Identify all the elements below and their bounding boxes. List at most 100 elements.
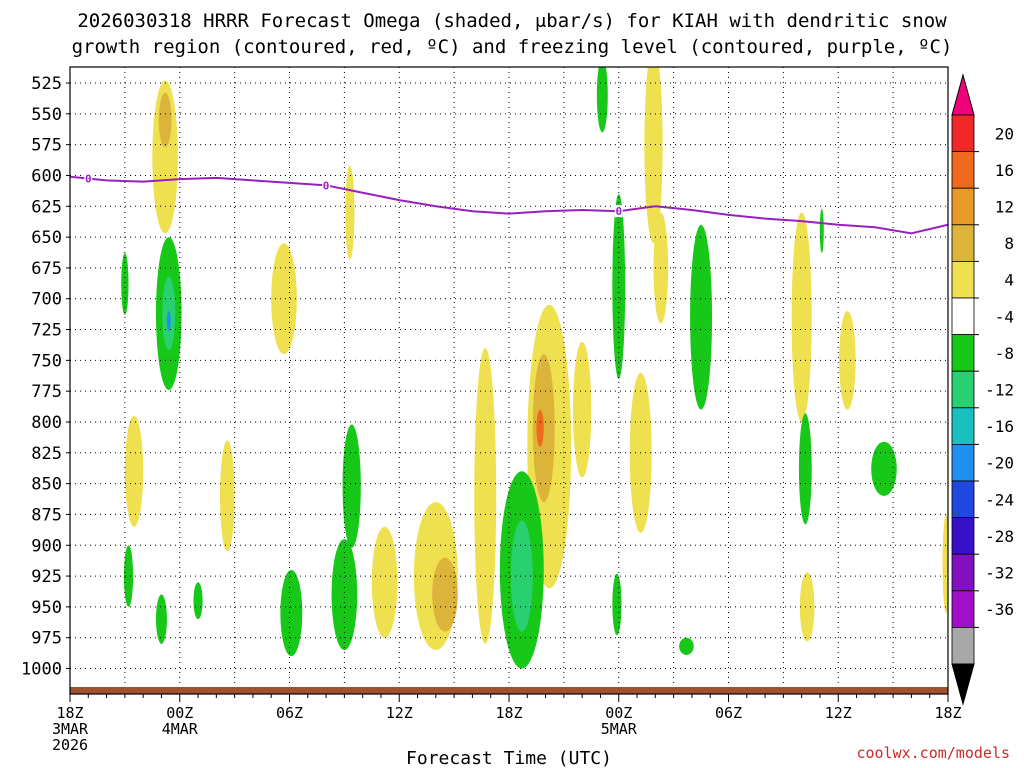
omega-region-dn4 xyxy=(280,569,303,657)
freezing-level-label: 0 xyxy=(615,205,622,218)
x-tick-label: 06Z xyxy=(276,704,303,722)
credit-text: coolwx.com/models xyxy=(856,744,1010,762)
colorbar-label: -12 xyxy=(985,381,1014,400)
gridlines xyxy=(70,67,948,687)
chart-title-line1: 2026030318 HRRR Forecast Omega (shaded, … xyxy=(77,10,947,32)
y-tick-label: 800 xyxy=(31,413,62,433)
x-tick-label: 5MAR xyxy=(601,720,638,738)
x-tick-label: 00Z xyxy=(166,704,193,722)
y-tick-label: 525 xyxy=(31,74,62,94)
y-tick-label: 625 xyxy=(31,197,62,217)
colorbar-label: -16 xyxy=(985,417,1014,436)
colorbar-swatch xyxy=(951,443,975,482)
y-tick-label: 650 xyxy=(31,228,62,248)
omega-region-dn4 xyxy=(123,545,134,607)
omega-region-up4 xyxy=(345,165,355,260)
colorbar-label: 16 xyxy=(995,161,1014,180)
y-tick-label: 825 xyxy=(31,444,62,464)
colorbar-label: -20 xyxy=(985,454,1014,473)
ground-strip xyxy=(70,687,948,694)
y-tick-label: 575 xyxy=(31,136,62,156)
colorbar-swatch xyxy=(951,260,975,299)
omega-region-dn4 xyxy=(871,441,897,496)
omega-region-up4 xyxy=(219,440,235,552)
y-tick-label: 775 xyxy=(31,382,62,402)
colorbar-label: 20 xyxy=(995,124,1014,143)
omega-shading xyxy=(121,67,948,669)
y-tick-label: 550 xyxy=(31,105,62,125)
colorbar-swatch xyxy=(951,553,975,592)
y-axis: 525 550 575 600 625 650 675 700 725 750 775 800 825 8… xyxy=(21,74,70,680)
y-tick-label: 925 xyxy=(31,567,62,587)
omega-region-dn4 xyxy=(342,424,361,548)
omega-region-dn4 xyxy=(121,253,129,315)
omega-region-dn4 xyxy=(155,594,167,644)
y-tick-label: 725 xyxy=(31,321,62,341)
freezing-level-label-bg xyxy=(84,172,93,185)
omega-region-dn4 xyxy=(331,539,358,651)
colorbar-label: -28 xyxy=(985,527,1014,546)
colorbar-swatch xyxy=(951,187,975,226)
x-tick-label: 4MAR xyxy=(162,720,199,738)
colorbar-swatch xyxy=(951,370,975,409)
colorbar-swatch xyxy=(951,224,975,262)
omega-region-up4 xyxy=(799,572,815,642)
omega-region-dn4 xyxy=(612,193,626,379)
omega-region-dn4 xyxy=(679,637,694,655)
omega-region-up4 xyxy=(573,341,592,478)
omega-region-up4 xyxy=(271,243,297,355)
freezing-level-line xyxy=(70,175,948,235)
colorbar-swatch xyxy=(951,151,975,189)
omega-region-dn4 xyxy=(193,582,203,620)
colorbar: 20 16 12 8 4 -4 -8 -12 -16 -20 -24 -28 -32 -36 xyxy=(951,73,1014,706)
colorbar-top-triangle xyxy=(951,73,975,116)
omega-region-dn4 xyxy=(798,413,812,525)
colorbar-label: 8 xyxy=(1004,234,1014,253)
y-tick-label: 1000 xyxy=(21,660,62,680)
omega-region-up12 xyxy=(536,409,544,447)
colorbar-swatch xyxy=(951,590,975,628)
colorbar-label: -32 xyxy=(985,564,1014,583)
y-tick-label: 700 xyxy=(31,290,62,310)
omega-region-up4 xyxy=(474,348,497,644)
omega-region-dn4 xyxy=(819,208,824,254)
x-tick-label: 00Z xyxy=(605,704,632,722)
omega-region-dn4 xyxy=(690,224,713,410)
x-tick-label: 3MAR xyxy=(52,720,89,738)
y-tick-label: 975 xyxy=(31,629,62,649)
y-tick-label: 675 xyxy=(31,259,62,279)
x-tick-label: 18Z xyxy=(56,704,83,722)
x-tick-label: 06Z xyxy=(715,704,742,722)
colorbar-swatch xyxy=(951,517,975,555)
colorbar-label: -24 xyxy=(985,490,1014,509)
colorbar-label: 12 xyxy=(995,198,1014,217)
omega-region-dn8 xyxy=(510,520,533,632)
omega-region-dn4 xyxy=(612,573,622,636)
colorbar-swatch xyxy=(951,627,975,665)
colorbar-label: 4 xyxy=(1004,271,1014,290)
omega-region-dn16 xyxy=(166,311,171,331)
x-tick-label: 12Z xyxy=(386,704,413,722)
x-tick-label: 18Z xyxy=(934,704,961,722)
colorbar-swatch xyxy=(951,334,975,372)
omega-region-dn4 xyxy=(596,67,608,133)
x-tick-label: 2026 xyxy=(52,736,88,754)
freezing-level-label: 0 xyxy=(85,173,92,186)
colorbar-label: -4 xyxy=(995,307,1014,326)
freezing-level-label-bg xyxy=(322,179,331,192)
x-axis-title: Forecast Time (UTC) xyxy=(406,748,612,768)
y-tick-label: 950 xyxy=(31,598,62,618)
omega-region-up8 xyxy=(432,557,458,632)
omega-region-up4 xyxy=(644,67,663,244)
y-tick-label: 600 xyxy=(31,166,62,186)
colorbar-bottom-triangle xyxy=(951,663,975,706)
omega-region-up4 xyxy=(839,311,856,410)
x-tick-label: 12Z xyxy=(825,704,852,722)
omega-region-up8 xyxy=(158,92,172,148)
y-tick-label: 875 xyxy=(31,505,62,525)
omega-region-up4 xyxy=(791,212,812,422)
x-tick-label: 18Z xyxy=(495,704,522,722)
chart-title-line2: growth region (contoured, red, ºC) and f… xyxy=(72,36,953,58)
colorbar-label: -8 xyxy=(995,344,1014,363)
